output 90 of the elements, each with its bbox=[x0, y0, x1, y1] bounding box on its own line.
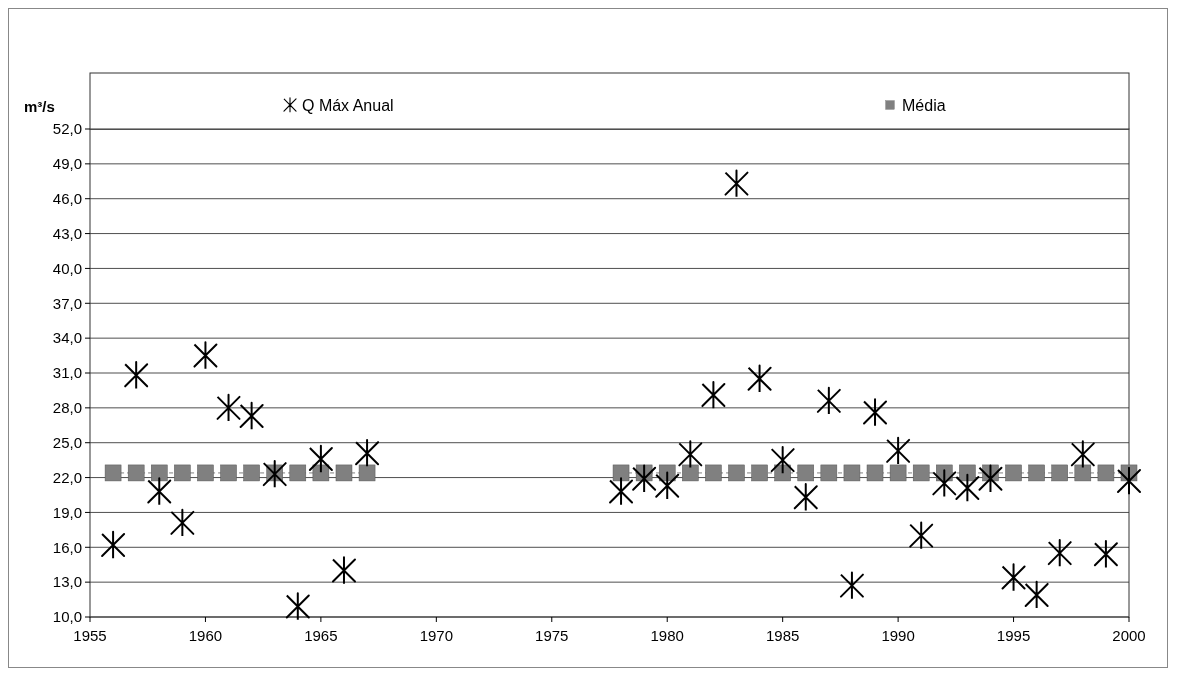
point bbox=[609, 477, 634, 506]
point bbox=[889, 464, 907, 482]
y-tick-label: 49,0 bbox=[52, 155, 82, 173]
y-axis-title: m³/s bbox=[24, 98, 55, 115]
y-tick-label: 34,0 bbox=[52, 329, 82, 347]
point bbox=[285, 592, 310, 621]
x-tick-label: 1970 bbox=[419, 627, 454, 644]
x-tick-label: 1980 bbox=[650, 627, 684, 644]
x-tick-label: 1955 bbox=[73, 627, 107, 644]
y-tick-label: 13,0 bbox=[52, 573, 82, 591]
point bbox=[959, 464, 976, 482]
point bbox=[747, 364, 772, 394]
point bbox=[978, 464, 1003, 493]
y-tick-label: 52,0 bbox=[52, 120, 82, 138]
x-tick-label: 1995 bbox=[996, 627, 1031, 644]
point bbox=[1093, 540, 1118, 569]
point bbox=[793, 483, 818, 512]
point bbox=[909, 521, 934, 550]
point bbox=[239, 401, 264, 431]
point bbox=[355, 438, 380, 468]
point bbox=[751, 464, 768, 482]
point bbox=[682, 464, 699, 482]
point bbox=[797, 464, 815, 482]
x-tick-label: 2000 bbox=[1112, 627, 1146, 644]
point bbox=[701, 380, 726, 410]
point bbox=[1074, 464, 1092, 482]
point bbox=[612, 464, 630, 482]
point bbox=[147, 477, 172, 506]
point bbox=[866, 464, 884, 482]
y-tick-label: 25,0 bbox=[52, 433, 82, 451]
point bbox=[632, 464, 657, 493]
y-tick-label: 28,0 bbox=[52, 399, 82, 417]
point bbox=[843, 464, 861, 482]
y-tick-label: 19,0 bbox=[52, 503, 82, 521]
point bbox=[1051, 464, 1068, 482]
y-tick-label: 43,0 bbox=[52, 224, 82, 242]
y-tick-label: 31,0 bbox=[52, 364, 82, 382]
point bbox=[358, 464, 376, 482]
point bbox=[243, 464, 260, 482]
point bbox=[820, 464, 838, 482]
x-tick-label: 1985 bbox=[765, 627, 800, 644]
point bbox=[728, 464, 745, 482]
point bbox=[1097, 464, 1115, 482]
point bbox=[127, 464, 145, 482]
point bbox=[308, 444, 333, 474]
point bbox=[289, 464, 307, 482]
point bbox=[193, 341, 218, 370]
x-tick-label: 1965 bbox=[304, 627, 338, 644]
point bbox=[124, 361, 149, 390]
point bbox=[101, 530, 126, 560]
y-tick-label: 46,0 bbox=[52, 189, 82, 207]
point bbox=[170, 508, 195, 538]
point bbox=[174, 464, 191, 482]
point bbox=[1028, 464, 1045, 482]
point bbox=[151, 464, 168, 482]
point bbox=[932, 469, 957, 498]
point bbox=[335, 464, 353, 482]
point bbox=[678, 440, 703, 469]
point bbox=[262, 459, 287, 489]
point bbox=[1001, 563, 1026, 592]
y-tick-label: 16,0 bbox=[52, 538, 82, 556]
x-tick-label: 1960 bbox=[188, 627, 223, 644]
point bbox=[705, 464, 722, 482]
point bbox=[1024, 580, 1049, 610]
point bbox=[886, 436, 911, 466]
point bbox=[331, 556, 356, 585]
point bbox=[1005, 464, 1022, 482]
point bbox=[863, 398, 888, 427]
point bbox=[955, 473, 980, 503]
point bbox=[216, 393, 241, 423]
point bbox=[1070, 440, 1095, 469]
y-tick-label: 10,0 bbox=[52, 608, 82, 626]
y-tick-label: 40,0 bbox=[52, 259, 82, 277]
legend-label: Q Máx Anual bbox=[302, 96, 394, 114]
legend-label: Média bbox=[902, 96, 946, 114]
point bbox=[839, 571, 864, 600]
point bbox=[104, 464, 122, 482]
x-tick-label: 1990 bbox=[881, 627, 915, 644]
x-tick-label: 1975 bbox=[535, 627, 569, 644]
point bbox=[770, 445, 795, 475]
point bbox=[816, 386, 841, 416]
point bbox=[220, 464, 237, 482]
point bbox=[655, 471, 680, 500]
point bbox=[1117, 466, 1141, 496]
point bbox=[197, 464, 214, 482]
point bbox=[1047, 538, 1072, 568]
y-tick-label: 22,0 bbox=[52, 468, 82, 486]
point bbox=[912, 464, 930, 482]
point bbox=[724, 169, 749, 198]
y-tick-label: 37,0 bbox=[52, 294, 82, 312]
